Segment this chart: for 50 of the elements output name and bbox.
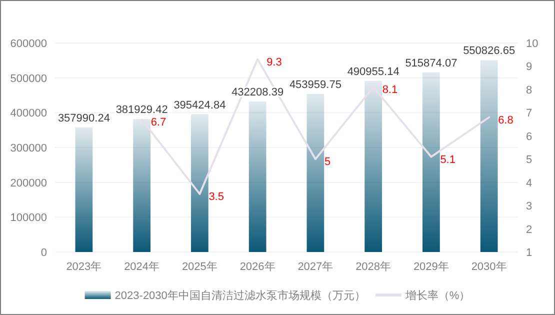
data-label: 5 [324,156,331,168]
y-tick-label: 300000 [10,142,47,154]
y2-tick-label: 5 [526,154,532,166]
data-label: 432208.39 [232,86,284,98]
x-tick-label: 2030年 [471,261,507,273]
legend-label: 增长率（%） [404,289,470,302]
data-label: 8.1 [382,84,398,96]
y-tick-label: 0 [40,247,47,259]
y2-tick-label: 7 [526,108,532,120]
y2-tick-label: 9 [526,61,532,74]
y2-tick-label: 4 [526,177,532,190]
x-tick-label: 2026年 [240,261,276,273]
bar [248,101,266,252]
x-tick-label: 2025年 [182,261,218,273]
y2-tick-label: 2 [526,224,532,236]
y-tick-label: 200000 [10,177,47,190]
bar [422,72,440,252]
data-label: 395424.84 [174,99,226,112]
bar [75,127,93,252]
data-label: 3.5 [208,190,224,203]
bar [191,114,208,252]
y2-tick-label: 10 [526,38,538,50]
y-tick-label: 100000 [10,212,47,224]
data-label: 515874.07 [405,57,458,70]
data-label: 357990.24 [58,112,110,124]
y2-tick-label: 3 [526,200,532,213]
bar [364,80,382,252]
bar [480,60,498,252]
y-tick-label: 500000 [10,72,47,85]
data-label: 6.7 [150,116,166,129]
data-label: 9.3 [266,56,282,68]
x-tick-label: 2028年 [356,261,392,273]
y2-tick-label: 8 [526,84,532,96]
data-label: 550826.65 [463,45,516,58]
data-label: 490955.14 [347,66,400,78]
data-label: 6.8 [498,114,514,126]
x-tick-label: 2029年 [413,261,449,273]
x-tick-label: 2027年 [298,261,334,273]
y2-tick-label: 1 [526,247,532,259]
bar [306,94,324,252]
y-tick-label: 400000 [10,108,47,120]
data-label: 381929.42 [116,104,168,116]
y2-tick-label: 6 [526,130,532,143]
bar [133,118,150,252]
data-label: 5.1 [440,154,456,166]
legend-label: 2023-2030年中国自清洁过滤水泵市场规模（万元） [114,289,366,302]
x-tick-label: 2024年 [124,261,160,273]
x-tick-label: 2023年 [66,261,102,273]
data-label: 453959.75 [289,78,342,91]
y-tick-label: 600000 [10,38,47,50]
